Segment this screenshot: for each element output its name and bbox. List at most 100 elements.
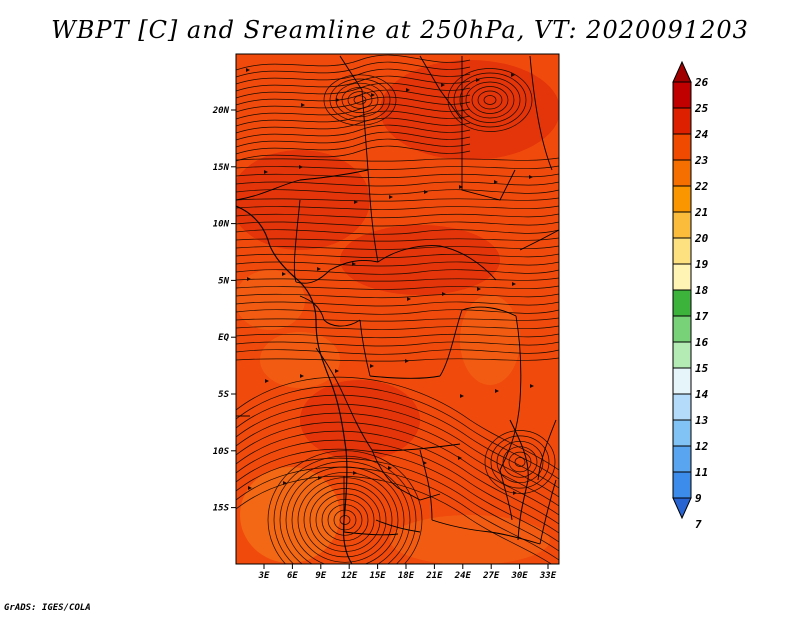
lon-tick-label: 30E <box>510 571 528 581</box>
colorbar-swatch <box>672 341 692 369</box>
streamline <box>236 376 559 471</box>
streamline-arrow <box>458 456 462 460</box>
streamline <box>236 213 559 219</box>
wbpt-high-region <box>236 150 370 250</box>
streamline <box>236 317 559 322</box>
streamline-arrow <box>246 68 250 72</box>
wbpt-low-region <box>460 295 520 385</box>
streamline <box>236 309 559 315</box>
streamline <box>353 95 367 105</box>
streamline <box>236 103 471 120</box>
streamline <box>236 117 471 134</box>
colorbar-label: 20 <box>694 232 709 245</box>
streamline <box>236 475 553 564</box>
colorbar-label: 17 <box>695 310 709 323</box>
streamline <box>236 110 471 127</box>
wbpt-high-region <box>340 225 500 295</box>
colorbar-label: 11 <box>695 466 708 479</box>
streamline <box>236 325 559 330</box>
streamline <box>236 157 559 162</box>
streamline <box>490 435 550 489</box>
streamline-arrow <box>299 165 303 169</box>
streamline <box>236 61 471 78</box>
streamline <box>236 124 471 141</box>
wbpt-low-region <box>390 515 550 564</box>
colorbar-swatch <box>672 237 692 265</box>
colorbar-label: 15 <box>695 362 709 375</box>
streamline <box>335 82 385 118</box>
streamline <box>453 72 527 128</box>
streamline <box>236 197 559 202</box>
colorbar-label: 7 <box>695 518 702 531</box>
streamline <box>236 301 559 307</box>
lat-tick-label: 5N <box>218 276 229 286</box>
wbpt-high-region <box>300 380 420 460</box>
colorbar-swatch <box>672 133 692 161</box>
streamline-arrow <box>354 200 358 204</box>
lon-tick-label: 24E <box>454 571 472 581</box>
lon-tick-label: 18E <box>398 571 415 581</box>
streamline <box>236 245 559 250</box>
wbpt-low-region <box>260 332 340 388</box>
streamline-arrow <box>317 267 321 271</box>
streamline <box>297 477 393 563</box>
colorbar-swatch <box>672 263 692 291</box>
streamline <box>236 269 559 275</box>
streamline <box>236 403 559 498</box>
streamline <box>236 394 559 489</box>
streamline <box>465 81 515 119</box>
wbpt-low-region <box>236 270 305 330</box>
streamline-arrow <box>442 292 446 296</box>
streamline-arrow <box>388 466 392 470</box>
colorbar-swatch <box>672 393 692 421</box>
streamline <box>236 229 559 235</box>
streamline <box>236 138 471 155</box>
streamline-arrow <box>494 180 498 184</box>
colorbar-label: 16 <box>695 336 709 349</box>
streamline <box>236 82 471 99</box>
streamline <box>236 430 559 525</box>
streamline-arrow <box>476 78 480 82</box>
streamline <box>236 205 559 210</box>
colorbar-swatch <box>672 211 692 239</box>
lon-tick-label: 3E <box>258 571 270 581</box>
streamline-arrow <box>283 481 287 485</box>
streamline-arrow <box>406 88 410 92</box>
streamline <box>323 74 397 126</box>
colorbar-label: 12 <box>695 440 709 453</box>
streamline-arrow <box>352 262 356 266</box>
streamline-arrow <box>460 394 464 398</box>
streamline <box>236 253 559 259</box>
streamline <box>483 95 497 105</box>
streamline <box>236 68 471 85</box>
lat-tick-label: 15N <box>213 163 230 173</box>
lon-tick-label: 27E <box>482 571 500 581</box>
lon-tick-label: 21E <box>425 571 443 581</box>
streamline-arrow <box>282 272 286 276</box>
streamline <box>236 221 559 227</box>
streamlines <box>236 54 559 564</box>
streamline-arrow <box>389 195 393 199</box>
colorbar-swatch <box>672 367 692 395</box>
streamline-arrow <box>264 170 268 174</box>
colorbar-min-arrow <box>672 497 692 520</box>
streamline <box>236 285 559 290</box>
streamline <box>236 89 471 106</box>
streamline <box>236 131 471 148</box>
streamline <box>333 509 357 531</box>
colorbar-swatch <box>672 289 692 317</box>
colorbar-max-arrow <box>672 60 692 83</box>
streamline <box>447 68 533 132</box>
streamline <box>236 173 559 179</box>
streamline-arrow <box>459 185 463 189</box>
coastline <box>509 419 529 541</box>
lon-tick-label: 12E <box>341 571 358 581</box>
chart-title: WBPT [C] and Sreamline at 250hPa, VT: 20… <box>51 16 749 44</box>
colorbar-label: 14 <box>695 388 709 401</box>
streamline <box>236 145 471 162</box>
grads-credit: GrADS: IGES/COLA <box>4 603 91 613</box>
streamline <box>291 471 399 564</box>
streamline <box>236 165 559 170</box>
streamline <box>347 91 373 109</box>
